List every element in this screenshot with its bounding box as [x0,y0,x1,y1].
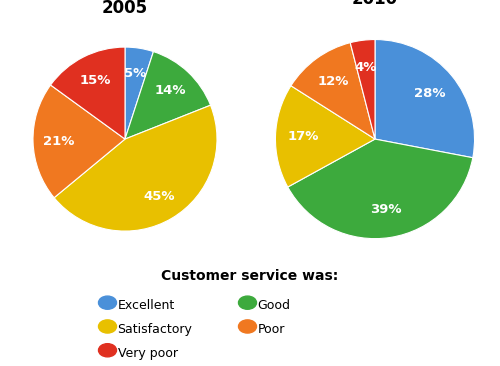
Text: 5%: 5% [124,67,146,80]
Text: 28%: 28% [414,87,446,100]
Text: 17%: 17% [288,130,319,143]
Wedge shape [375,40,474,158]
Wedge shape [276,86,375,187]
Text: 45%: 45% [143,190,174,203]
Text: Very poor: Very poor [118,347,178,360]
Title: 2010: 2010 [352,0,398,8]
Text: 12%: 12% [317,75,348,87]
Text: 21%: 21% [43,135,74,147]
Text: 15%: 15% [79,74,110,87]
Wedge shape [125,47,154,139]
Text: 39%: 39% [370,203,402,216]
Text: 4%: 4% [355,61,377,74]
Title: 2005: 2005 [102,0,148,17]
Wedge shape [54,105,217,231]
Wedge shape [291,43,375,139]
Text: Satisfactory: Satisfactory [118,323,192,336]
Wedge shape [33,85,125,198]
Wedge shape [350,40,375,139]
Wedge shape [288,139,473,239]
Text: Excellent: Excellent [118,299,175,312]
Text: Poor: Poor [258,323,285,336]
Text: 14%: 14% [154,84,186,97]
Text: Good: Good [258,299,290,312]
Wedge shape [50,47,125,139]
Text: Customer service was:: Customer service was: [162,269,338,283]
Wedge shape [125,52,210,139]
